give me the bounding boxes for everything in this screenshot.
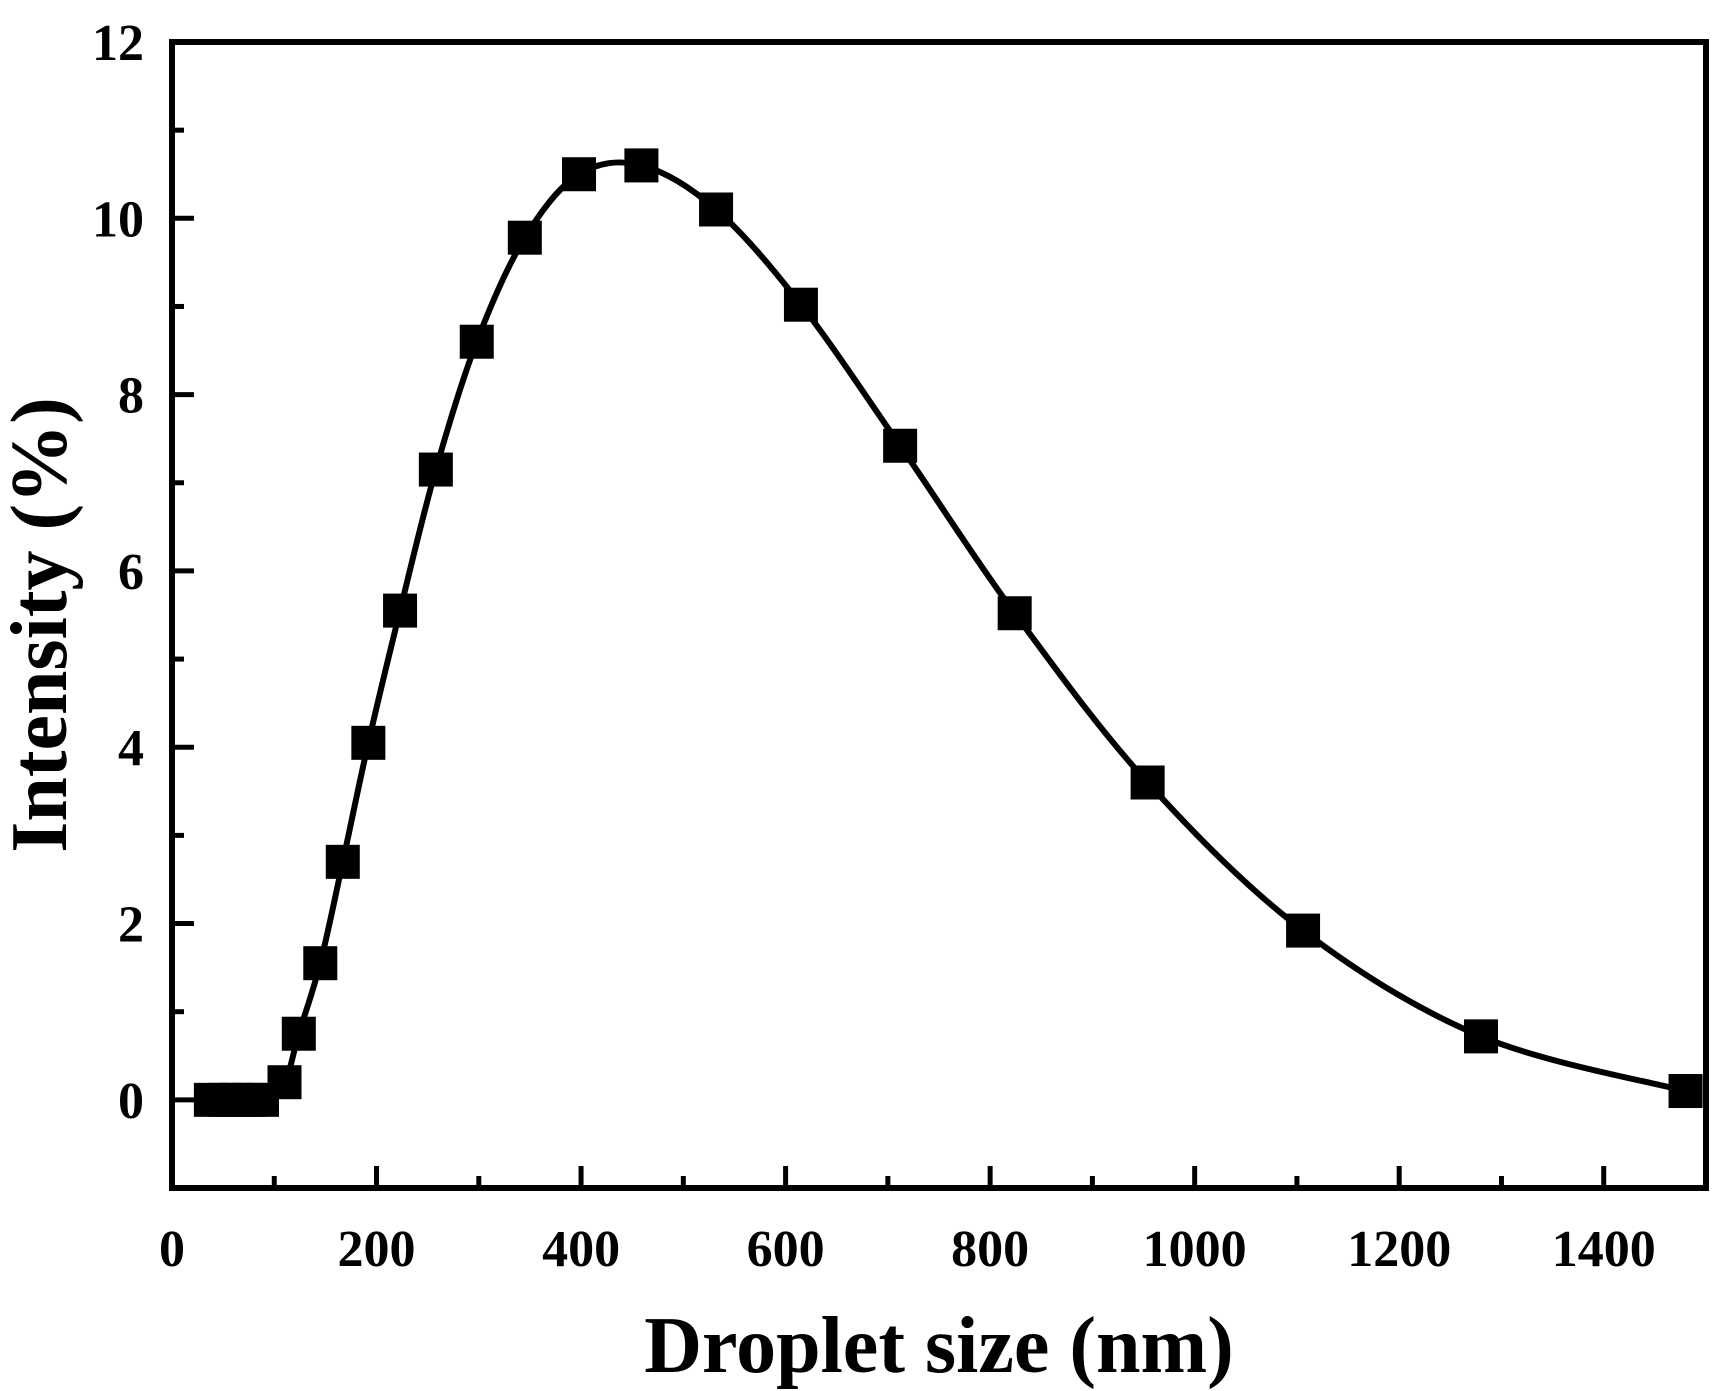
y-tick-label: 2 xyxy=(118,897,144,954)
x-tick-label: 600 xyxy=(747,1221,825,1278)
data-point xyxy=(997,596,1032,631)
data-point xyxy=(1668,1074,1703,1109)
fit-curve xyxy=(210,159,1687,1105)
y-tick-label: 0 xyxy=(118,1073,144,1130)
data-point xyxy=(1130,765,1165,800)
x-axis-title: Droplet size (nm) xyxy=(644,1302,1234,1390)
data-point xyxy=(883,428,918,463)
tick-labels: 0 200 400 600 800 1000 1200 1400 0 2 4 6 8 10 12 xyxy=(92,15,1656,1278)
data-markers xyxy=(193,148,1703,1117)
data-point xyxy=(303,946,338,981)
x-tick-label: 0 xyxy=(159,1221,185,1278)
data-point xyxy=(267,1065,302,1100)
y-tick-label: 8 xyxy=(118,368,144,425)
data-point xyxy=(562,157,597,192)
data-point xyxy=(507,220,542,255)
data-point xyxy=(325,844,360,879)
y-tick-label: 4 xyxy=(118,720,144,777)
data-point xyxy=(699,192,734,227)
data-point xyxy=(1286,913,1321,948)
x-tick-label: 400 xyxy=(542,1221,620,1278)
y-tick-label: 10 xyxy=(92,191,144,248)
data-point xyxy=(281,1016,316,1051)
fit-curve-layer xyxy=(210,159,1687,1105)
plot-frame xyxy=(169,39,1709,1191)
data-point xyxy=(783,287,818,322)
x-tick-label: 1400 xyxy=(1552,1221,1656,1278)
data-point xyxy=(624,148,659,183)
y-tick-label: 6 xyxy=(118,544,144,601)
y-tick-label: 12 xyxy=(92,15,144,72)
data-point xyxy=(383,593,418,628)
x-tick-label: 200 xyxy=(338,1221,416,1278)
x-tick-label: 1000 xyxy=(1143,1221,1247,1278)
y-axis-title: Intensity (%) xyxy=(0,397,84,853)
x-tick-label: 800 xyxy=(951,1221,1029,1278)
data-point xyxy=(459,324,494,359)
data-point xyxy=(1464,1019,1499,1054)
x-tick-label: 1200 xyxy=(1347,1221,1451,1278)
data-point xyxy=(351,725,386,760)
data-point xyxy=(418,452,453,487)
